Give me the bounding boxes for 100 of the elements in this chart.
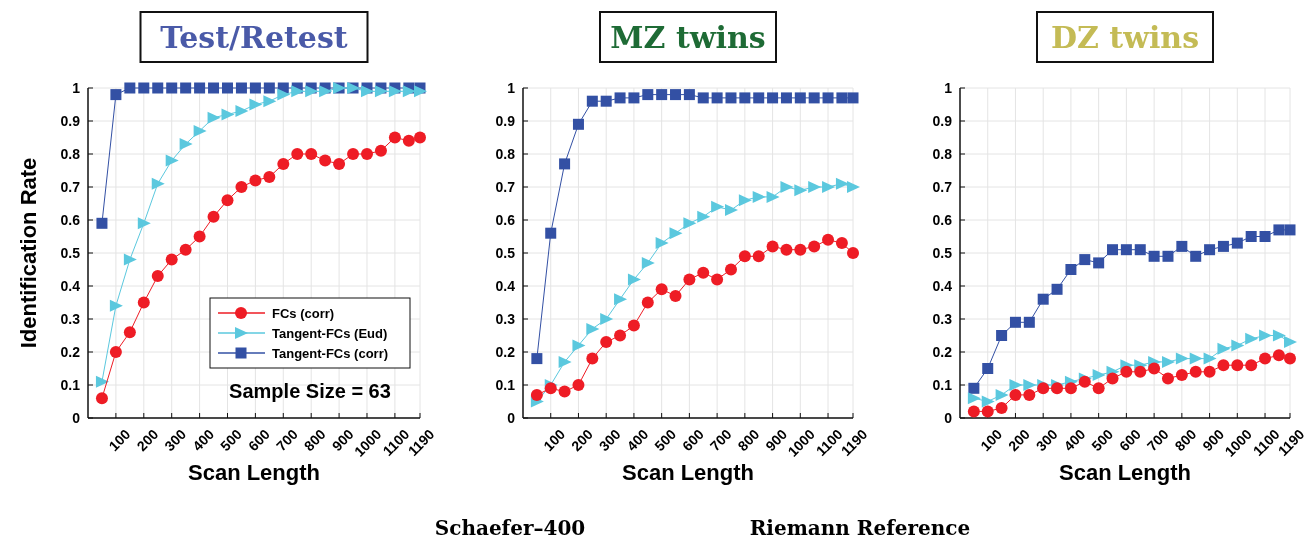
x-tick-label: 500 [1088,426,1117,454]
y-tick-label: 0.4 [495,278,516,294]
point [1051,283,1063,295]
point [291,148,304,160]
point [738,194,752,207]
x-axis-title: Scan Length [1058,460,1192,485]
point [151,270,164,283]
point [1259,329,1273,342]
point [738,250,751,263]
y-tick-label: 0 [944,410,953,426]
point [628,92,640,104]
point [847,181,860,193]
point [614,92,626,104]
point [123,253,137,266]
point [572,118,584,130]
point [558,385,571,398]
x-axis-title: Scan Length [621,460,755,485]
y-tick-label: 0.1 [60,377,81,393]
point [780,243,793,256]
point [319,154,332,167]
point [697,266,710,279]
y-tick-label: 0.9 [60,113,81,129]
x-tick-label: 100 [105,426,134,454]
point [414,85,427,98]
point [1217,359,1230,372]
point [1134,365,1147,378]
y-tick-label: 1 [944,80,953,96]
point [641,256,655,269]
point [572,339,586,352]
y-tick-label: 0.1 [932,377,953,393]
point [614,329,627,342]
point [586,352,599,365]
point [558,355,572,368]
point [808,240,821,253]
point [1259,352,1272,365]
y-tick-label: 0.2 [60,344,81,360]
x-tick-label: 200 [133,426,162,454]
point [1107,244,1119,256]
point [193,124,207,137]
point [166,82,178,94]
x-tick-label: 400 [623,426,652,454]
y-tick-label: 0.8 [932,146,953,162]
point [180,82,192,94]
x-tick-label: 200 [1005,426,1034,454]
point [374,144,387,157]
point [1245,332,1259,345]
x-tick-label: 300 [161,426,190,454]
y-tick-label: 0.7 [60,179,81,195]
point [1120,365,1133,378]
point [641,296,654,309]
legend-label: Tangent-FCs (Eud) [272,326,388,341]
point [1272,329,1286,342]
point [1203,365,1216,378]
y-tick-label: 0.9 [495,113,516,129]
point [179,138,193,151]
point [1161,372,1174,385]
point [982,363,994,374]
y-tick-label: 0.5 [495,245,516,261]
point [1023,379,1037,391]
y-tick-label: 0 [72,410,81,426]
point [725,92,737,104]
point [836,92,848,104]
point [586,95,598,107]
point [711,200,725,213]
point [263,82,275,94]
point [847,92,859,104]
point [835,237,848,250]
point [752,190,766,203]
point [1231,359,1244,372]
point [669,227,683,240]
point [627,273,641,286]
point [1092,382,1105,395]
point [95,392,108,405]
point [967,392,981,405]
point [402,85,416,98]
point [222,82,233,94]
point [1093,257,1105,269]
point [123,326,136,339]
point [305,148,318,160]
y-tick-label: 0.6 [932,212,953,228]
point [374,85,388,98]
point [402,134,415,147]
point [360,148,373,160]
point [1148,250,1160,262]
point [1189,365,1202,378]
point [194,82,206,94]
point [600,95,612,107]
point [109,299,123,312]
point [137,296,150,309]
chart-title: MZ twins [610,20,766,55]
point [1273,224,1285,236]
point [981,405,994,418]
y-tick-label: 0.6 [495,212,516,228]
point [1175,352,1189,365]
point [614,293,628,306]
point [600,313,614,325]
point [822,233,835,246]
point [1161,355,1175,368]
point [794,92,806,104]
point [1120,244,1132,256]
